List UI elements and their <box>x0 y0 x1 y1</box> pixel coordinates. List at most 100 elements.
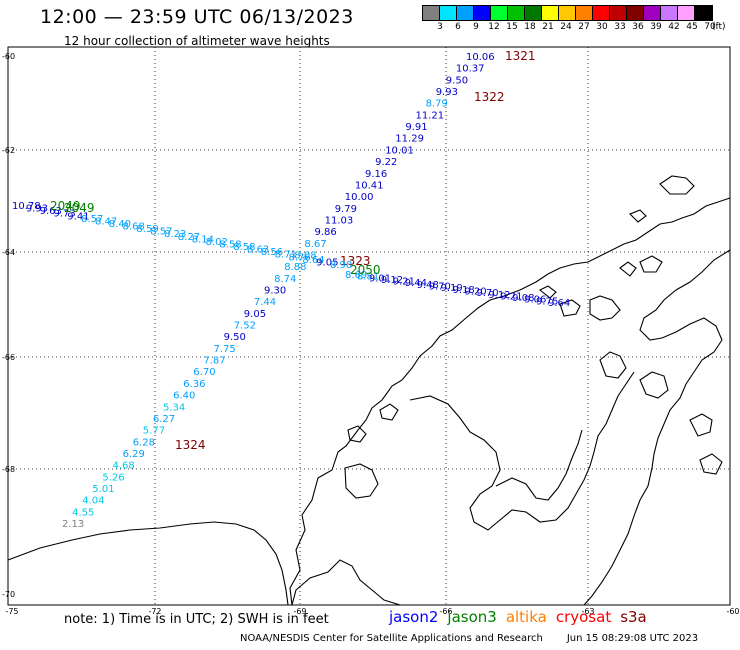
lon-label: -75 <box>5 607 18 616</box>
color-swatch <box>440 6 457 20</box>
color-scale-label: 42 <box>668 22 680 32</box>
color-swatch <box>525 6 542 20</box>
map-frame <box>7 46 731 606</box>
track-a-height: 5.26 <box>102 472 124 483</box>
track-a-height: 8.08 <box>294 250 316 261</box>
track-b-height: 8.58 <box>233 242 255 253</box>
track-b-height: 8.02 <box>206 237 228 248</box>
color-scale-label: 9 <box>473 22 479 32</box>
track-b-height: 8.81 <box>357 272 379 283</box>
color-scale-label: 36 <box>632 22 644 32</box>
track-b-height: 9.01 <box>369 273 391 284</box>
track-b-height: 9.73 <box>53 209 75 220</box>
color-scale-bar <box>422 5 713 21</box>
track-b-height: 8.63 <box>247 245 269 256</box>
track-b-height: 8.14 <box>192 234 214 245</box>
color-swatch <box>542 6 559 20</box>
track-a-height: 11.21 <box>416 110 445 121</box>
track-b-height: 8.57 <box>81 214 103 225</box>
color-scale-label: 24 <box>560 22 572 32</box>
track-a-time-label: 1322 <box>474 90 505 104</box>
lon-label: -69 <box>293 607 306 616</box>
lat-label: -70 <box>2 590 15 599</box>
track-b-height: 9.20 <box>464 286 486 297</box>
track-a-height: 6.29 <box>123 449 145 460</box>
track-a-height: 8.88 <box>284 262 306 273</box>
color-swatch <box>474 6 491 20</box>
color-scale-label: 33 <box>614 22 626 32</box>
color-swatch <box>593 6 610 20</box>
track-b-height: 9.44 <box>405 278 427 289</box>
track-b-height: 9.63 <box>40 206 62 217</box>
track-b-height: 8.69 <box>345 270 367 281</box>
track-a-height: 5.01 <box>92 484 114 495</box>
track-b-time-label: 2049 <box>50 199 81 213</box>
track-b-height: 8.47 <box>95 216 117 227</box>
credit-timestamp: Jun 15 08:29:08 UTC 2023 <box>566 633 699 644</box>
track-b-height: 8.56 <box>261 247 283 258</box>
page-subtitle: 12 hour collection of altimeter wave hei… <box>64 34 330 48</box>
track-b-height: 8.68 <box>123 222 145 233</box>
color-scale-label: 21 <box>542 22 554 32</box>
track-a-height: 6.27 <box>153 414 175 425</box>
track-b-height: 9.70 <box>429 282 451 293</box>
track-a-height: 7.44 <box>254 297 276 308</box>
track-b-height: 8.59 <box>136 224 158 235</box>
track-a-height: 4.68 <box>113 461 135 472</box>
lon-label: -72 <box>148 607 161 616</box>
track-b-height: 9.18 <box>452 285 474 296</box>
track-a-time-label: 1321 <box>505 49 536 63</box>
color-scale-label: 3 <box>437 22 443 32</box>
color-swatch <box>457 6 474 20</box>
track-b-height: 8.64 <box>302 255 324 266</box>
footnote: note: 1) Time is in UTC; 2) SWH is in fe… <box>64 612 329 627</box>
lat-label: -64 <box>2 248 15 257</box>
track-b-height: 9.06 <box>524 295 546 306</box>
credit-agency: NOAA/NESDIS Center for Satellite Applica… <box>240 633 543 644</box>
color-scale-label: 18 <box>524 22 536 32</box>
track-b-time-label: 2050 <box>350 263 381 277</box>
track-b-height: 8.76 <box>289 252 311 263</box>
color-swatch <box>508 6 525 20</box>
track-b-height: 8.57 <box>150 227 172 238</box>
track-b-height: 9.75 <box>536 296 558 307</box>
color-swatch <box>627 6 644 20</box>
track-a-height: 7.87 <box>203 356 225 367</box>
track-a-height: 9.22 <box>375 157 397 168</box>
track-a-height: 5.77 <box>143 426 165 437</box>
track-b-height: 8.27 <box>178 232 200 243</box>
color-swatch <box>576 6 593 20</box>
lat-label: -68 <box>2 465 15 474</box>
track-a-height: 7.52 <box>234 321 256 332</box>
track-b-height: 9.64 <box>548 298 570 309</box>
track-b-height: 9.21 <box>500 291 522 302</box>
track-a-height: 9.93 <box>436 87 458 98</box>
color-scale-label: 27 <box>578 22 590 32</box>
track-b-height: 9.08 <box>512 293 534 304</box>
track-a-height: 9.79 <box>335 204 357 215</box>
lat-label: -60 <box>2 52 15 61</box>
color-swatch <box>644 6 661 20</box>
legend-item-jason3: jason3 <box>447 608 497 626</box>
coastline <box>7 175 731 606</box>
track-b-height: 9.05 <box>316 257 338 268</box>
track-a-height: 10.37 <box>456 64 485 75</box>
track-a-time-label: 1324 <box>175 438 206 452</box>
track-a-height: 4.55 <box>72 507 94 518</box>
color-scale-label: 12 <box>488 22 500 32</box>
color-swatch <box>678 6 695 20</box>
legend-item-s3a: s3a <box>620 608 647 626</box>
color-swatch <box>423 6 440 20</box>
color-scale-labels: 3 6 9 12 15 18 21 24 27 30 33 36 39 42 45 70 <box>422 22 740 34</box>
track-a-height: 8.79 <box>426 99 448 110</box>
track-b-height: 9.12 <box>381 275 403 286</box>
track-b-height: 8.71 <box>275 250 297 261</box>
track-a-height: 9.16 <box>365 169 387 180</box>
color-scale-label: 6 <box>455 22 461 32</box>
track-b-height: 9.12 <box>488 290 510 301</box>
track-b-height: 9.70 <box>476 288 498 299</box>
track-a-height: 11.29 <box>395 134 424 145</box>
track-a-height: 7.75 <box>214 344 236 355</box>
track-a-height: 6.70 <box>193 367 215 378</box>
